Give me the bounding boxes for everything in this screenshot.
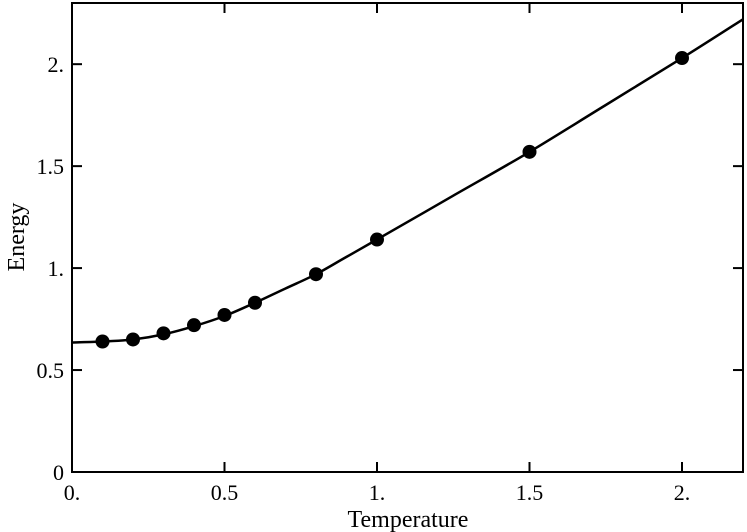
x-tick-label: 2. xyxy=(674,480,691,505)
fit-curve xyxy=(71,18,744,344)
data-point xyxy=(156,326,171,341)
x-tick-label: 1.5 xyxy=(516,480,544,505)
y-axis-title: Energy xyxy=(4,203,30,272)
data-point xyxy=(95,334,110,349)
y-tick-label: 1.5 xyxy=(37,154,65,179)
plot-frame xyxy=(71,2,744,473)
data-point xyxy=(126,332,140,347)
y-tick-label: 0 xyxy=(53,460,64,485)
x-axis-title: Temperature xyxy=(348,507,469,532)
y-tick-label: 0.5 xyxy=(37,358,65,383)
data-point xyxy=(309,267,323,282)
data-point xyxy=(217,307,232,322)
y-tick-label: 1. xyxy=(48,256,65,281)
y-tick-label: 2. xyxy=(48,52,65,77)
y-axis-title-group: Energy xyxy=(4,203,30,272)
data-point xyxy=(187,318,201,333)
ticks-group: 0. 0.5 1. 1.5 2. 0 0.5 1. 1.5 2. xyxy=(37,3,743,505)
x-axis-title-group: Temperature xyxy=(348,507,469,532)
x-tick-label: 1. xyxy=(369,480,386,505)
data-point xyxy=(675,51,689,66)
curve-layer xyxy=(71,18,744,344)
data-point xyxy=(248,295,262,310)
x-tick-label: 0. xyxy=(64,480,81,505)
data-point xyxy=(522,144,537,159)
data-point xyxy=(370,232,384,247)
x-tick-label: 0.5 xyxy=(211,480,239,505)
points-layer xyxy=(95,51,689,349)
